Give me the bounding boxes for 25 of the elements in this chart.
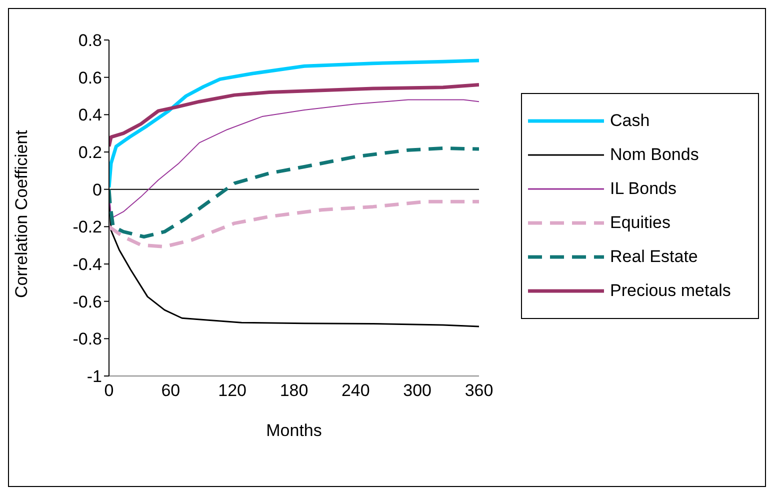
x-tick-label: 300 bbox=[403, 381, 432, 400]
y-tick-label: -0.8 bbox=[72, 330, 102, 349]
x-tick-label: 360 bbox=[464, 381, 494, 400]
y-tick-label: 0.2 bbox=[78, 143, 102, 162]
legend-label: Nom Bonds bbox=[610, 145, 699, 165]
y-tick-label: 0.8 bbox=[78, 31, 102, 50]
y-tick-label: -0.4 bbox=[72, 255, 102, 274]
y-tick-label: -1 bbox=[86, 367, 102, 386]
x-tick-label: 60 bbox=[161, 381, 180, 400]
y-tick-label: 0 bbox=[92, 180, 102, 200]
x-axis-title: Months bbox=[266, 421, 322, 440]
legend-label: IL Bonds bbox=[610, 179, 676, 199]
x-tick-label: 180 bbox=[280, 381, 308, 400]
y-tick-label: -0.6 bbox=[72, 292, 102, 312]
legend-label: Precious metals bbox=[610, 281, 731, 301]
x-tick-label: 120 bbox=[218, 381, 247, 400]
y-tick-label: 0.4 bbox=[78, 106, 102, 125]
legend-label: Real Estate bbox=[610, 247, 698, 267]
x-tick-label: 240 bbox=[341, 381, 370, 400]
legend-label: Equities bbox=[610, 213, 670, 233]
y-tick-label: 0.6 bbox=[78, 68, 102, 88]
x-tick-label: 0 bbox=[104, 381, 114, 400]
y-axis-title: Correlation Coefficient bbox=[12, 130, 32, 298]
y-tick-label: -0.2 bbox=[72, 218, 102, 237]
legend-label: Cash bbox=[610, 111, 650, 131]
